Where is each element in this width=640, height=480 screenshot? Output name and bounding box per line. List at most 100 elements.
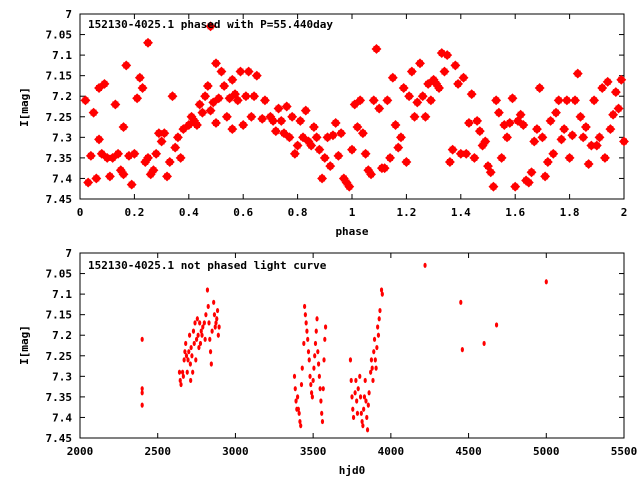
- data-point: [303, 312, 307, 318]
- data-point-core: [327, 163, 334, 170]
- data-point-core: [321, 154, 328, 161]
- data-point-core: [357, 97, 364, 104]
- data-point: [299, 381, 304, 388]
- phased-points: [80, 21, 629, 192]
- data-point-core: [242, 93, 249, 100]
- data-point-core: [136, 74, 143, 81]
- data-point-core: [166, 159, 173, 165]
- data-point-core: [520, 122, 527, 128]
- data-point-core: [316, 146, 323, 153]
- data-point: [356, 386, 360, 392]
- data-point: [315, 316, 319, 322]
- unphased-y-axis-label: I[mag]: [18, 325, 31, 365]
- data-point-core: [289, 113, 296, 120]
- data-point-core: [610, 111, 617, 118]
- data-point: [373, 357, 377, 363]
- data-point: [298, 418, 302, 425]
- data-point-core: [313, 134, 320, 141]
- data-point-core: [139, 85, 146, 91]
- data-point: [215, 316, 219, 322]
- data-point: [205, 287, 210, 293]
- data-point-core: [452, 62, 459, 69]
- data-point-core: [177, 154, 184, 161]
- data-point-core: [400, 85, 407, 91]
- data-point: [191, 369, 195, 375]
- data-point-core: [582, 124, 589, 131]
- data-point: [179, 381, 183, 388]
- phased-chart-title: 152130-4025.1 phased with P=55.440day: [88, 18, 333, 31]
- data-point-core: [572, 97, 579, 104]
- data-point: [362, 394, 367, 400]
- data-point-core: [607, 126, 614, 133]
- data-point: [292, 373, 297, 379]
- data-point-core: [104, 154, 111, 161]
- unphased-plot-frame: [79, 252, 625, 439]
- data-point: [194, 357, 198, 363]
- data-point-core: [536, 85, 543, 91]
- data-point: [423, 262, 427, 268]
- data-point-core: [199, 109, 206, 116]
- data-point-core: [272, 128, 279, 135]
- phased-x-axis-label: phase: [335, 225, 368, 238]
- data-point: [371, 377, 375, 384]
- data-point: [321, 386, 325, 392]
- data-point: [351, 414, 356, 421]
- data-point-core: [172, 144, 179, 151]
- data-point-core: [286, 134, 293, 141]
- data-point-core: [433, 80, 440, 87]
- unphased-x-tick-label: 4500: [455, 445, 482, 458]
- data-point: [210, 328, 214, 334]
- data-point-core: [109, 154, 116, 161]
- data-point-core: [474, 117, 481, 124]
- data-point-core: [476, 128, 483, 135]
- data-point-core: [509, 95, 516, 102]
- data-point-core: [150, 167, 157, 174]
- phased-chart: 0 0.2 0.4 0.6 0.8 1 1.2 1.4 1.6 1.8 2 7 7.05 7.1 7.15 7…: [18, 8, 629, 238]
- data-point-core: [164, 173, 171, 180]
- data-point-core: [501, 122, 508, 128]
- data-point-core: [612, 89, 619, 96]
- data-point-core: [169, 93, 176, 100]
- data-point: [380, 291, 384, 297]
- data-point-core: [455, 80, 462, 87]
- data-point: [372, 336, 377, 342]
- data-point-core: [275, 105, 282, 112]
- unphased-chart-title: 152130-4025.1 not phased light curve: [88, 259, 327, 272]
- data-point-core: [588, 142, 595, 149]
- phased-y-tick-label: 7.35: [46, 152, 73, 165]
- phased-ticks: 0 0.2 0.4 0.6 0.8 1 1.2 1.4 1.6 1.8 2 7 7.05 7.1 7.15 7…: [46, 8, 628, 219]
- data-point-core: [495, 109, 502, 116]
- data-point-core: [93, 175, 100, 182]
- data-point: [208, 336, 212, 342]
- data-point-core: [245, 68, 252, 75]
- data-point-core: [403, 159, 410, 165]
- data-point-core: [419, 93, 426, 100]
- data-point-core: [514, 117, 521, 124]
- data-point: [323, 324, 328, 330]
- data-point: [322, 357, 326, 363]
- data-point: [376, 324, 380, 330]
- data-point-core: [300, 134, 307, 141]
- data-point: [310, 394, 314, 400]
- data-point: [378, 307, 382, 314]
- data-point-core: [387, 154, 394, 161]
- data-point-core: [96, 136, 103, 143]
- data-point: [316, 361, 321, 367]
- data-point: [350, 394, 354, 400]
- data-point: [297, 410, 301, 416]
- data-point: [305, 328, 309, 334]
- data-point-core: [482, 138, 489, 145]
- data-point-core: [145, 39, 151, 46]
- phased-y-tick-label: 7.15: [46, 70, 73, 83]
- data-point: [319, 398, 323, 404]
- data-point: [355, 398, 359, 404]
- unphased-points: [140, 262, 548, 433]
- data-point: [189, 377, 193, 384]
- data-point: [362, 406, 366, 412]
- data-point-core: [465, 119, 472, 126]
- data-point-core: [332, 119, 339, 126]
- data-point-core: [191, 117, 198, 124]
- data-point-core: [414, 99, 421, 106]
- data-point-core: [411, 113, 418, 120]
- data-point-core: [82, 97, 89, 104]
